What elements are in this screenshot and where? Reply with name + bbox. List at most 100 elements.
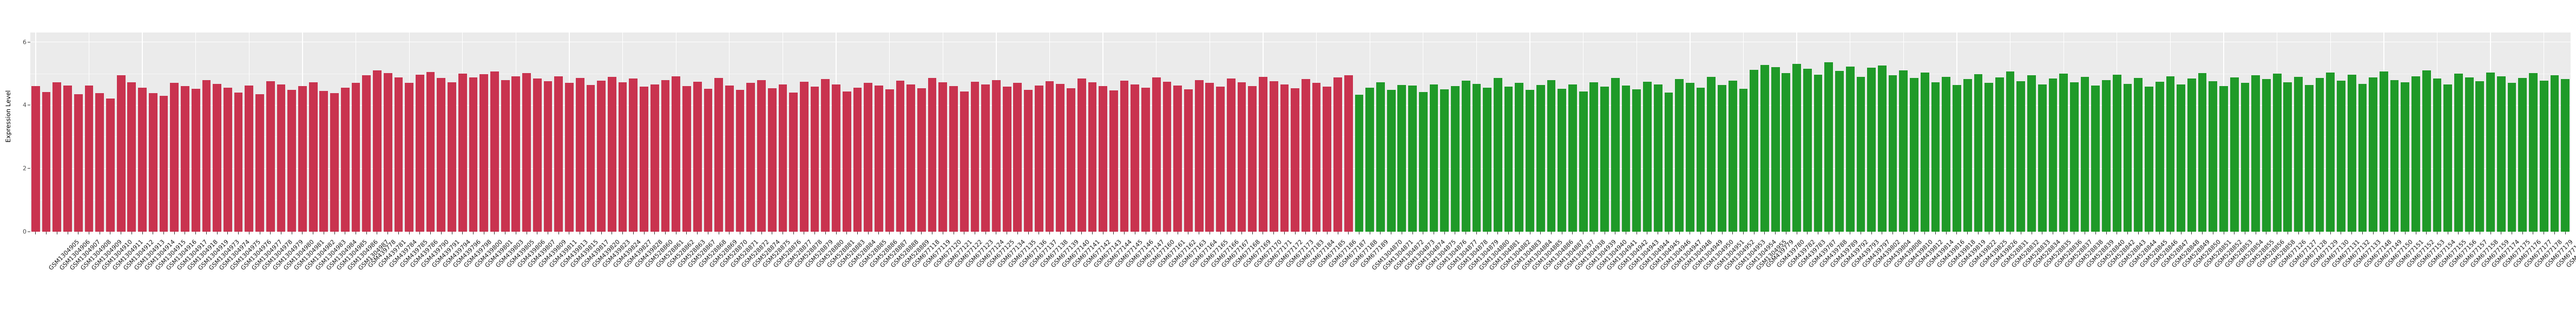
- bar[interactable]: [2315, 78, 2324, 232]
- bar[interactable]: [415, 75, 424, 232]
- bar[interactable]: [95, 93, 104, 232]
- bar[interactable]: [2304, 84, 2314, 232]
- bar[interactable]: [2507, 83, 2516, 232]
- bar[interactable]: [597, 80, 606, 232]
- bar[interactable]: [1493, 78, 1502, 232]
- bar[interactable]: [2347, 75, 2356, 232]
- bar[interactable]: [1856, 76, 1865, 232]
- bar[interactable]: [832, 84, 840, 232]
- bar[interactable]: [1589, 82, 1599, 232]
- bar[interactable]: [778, 84, 787, 232]
- bar[interactable]: [533, 78, 542, 232]
- bar[interactable]: [213, 83, 222, 232]
- bar[interactable]: [2337, 80, 2345, 232]
- bar[interactable]: [1259, 76, 1267, 232]
- bar[interactable]: [2272, 73, 2282, 232]
- bar[interactable]: [1910, 78, 1918, 232]
- bar[interactable]: [2283, 82, 2292, 232]
- bar[interactable]: [2027, 75, 2036, 232]
- bar[interactable]: [2390, 80, 2399, 232]
- bar[interactable]: [1323, 87, 1332, 232]
- bar[interactable]: [2134, 78, 2143, 232]
- bar[interactable]: [554, 76, 563, 232]
- bar[interactable]: [885, 89, 894, 232]
- bar[interactable]: [2529, 73, 2538, 232]
- bar[interactable]: [1675, 79, 1684, 232]
- bar[interactable]: [1002, 87, 1011, 232]
- bar[interactable]: [1333, 77, 1342, 232]
- bar[interactable]: [821, 79, 830, 232]
- bar[interactable]: [1942, 76, 1951, 232]
- bar[interactable]: [1526, 90, 1534, 232]
- bar[interactable]: [981, 84, 990, 232]
- bar[interactable]: [1739, 88, 1748, 232]
- bar[interactable]: [714, 78, 723, 232]
- bar[interactable]: [2401, 82, 2410, 232]
- bar[interactable]: [2016, 81, 2026, 232]
- bar[interactable]: [960, 91, 969, 232]
- bar[interactable]: [181, 86, 189, 232]
- bar[interactable]: [223, 88, 232, 232]
- bar[interactable]: [1056, 83, 1065, 232]
- bar[interactable]: [864, 83, 873, 232]
- bar[interactable]: [629, 78, 638, 232]
- bar[interactable]: [234, 92, 243, 232]
- bar[interactable]: [1483, 87, 1492, 232]
- bar[interactable]: [148, 93, 157, 232]
- bar[interactable]: [2112, 75, 2121, 232]
- bar[interactable]: [1963, 79, 1972, 232]
- bar[interactable]: [2486, 72, 2495, 232]
- bar[interactable]: [1974, 74, 1983, 232]
- bar[interactable]: [1845, 67, 1855, 232]
- bar[interactable]: [2038, 84, 2047, 232]
- bar[interactable]: [2006, 71, 2015, 232]
- bar[interactable]: [383, 73, 392, 232]
- bar[interactable]: [1162, 82, 1172, 232]
- bar[interactable]: [1750, 69, 1759, 232]
- bar[interactable]: [1013, 83, 1022, 232]
- bar[interactable]: [1824, 62, 1834, 232]
- bar[interactable]: [1237, 82, 1246, 232]
- bar[interactable]: [1280, 84, 1289, 232]
- bar[interactable]: [2433, 78, 2442, 232]
- bar[interactable]: [1205, 83, 1214, 232]
- bar[interactable]: [2454, 73, 2463, 232]
- bar[interactable]: [949, 86, 958, 232]
- bar[interactable]: [308, 82, 318, 232]
- bar[interactable]: [1920, 72, 1929, 232]
- bar[interactable]: [1664, 92, 1673, 232]
- bar[interactable]: [543, 81, 553, 232]
- bar[interactable]: [245, 86, 254, 232]
- bar[interactable]: [800, 82, 809, 232]
- bar[interactable]: [2475, 81, 2485, 232]
- bar[interactable]: [2369, 77, 2377, 232]
- bar[interactable]: [928, 78, 937, 232]
- bar[interactable]: [448, 82, 456, 232]
- bar[interactable]: [1813, 75, 1823, 232]
- bar[interactable]: [1365, 87, 1375, 232]
- bar[interactable]: [1792, 64, 1801, 232]
- bar[interactable]: [586, 84, 595, 232]
- bar[interactable]: [1077, 78, 1086, 232]
- bar[interactable]: [1408, 86, 1417, 232]
- bar[interactable]: [2080, 76, 2089, 232]
- bar[interactable]: [767, 88, 777, 232]
- bar[interactable]: [1899, 70, 1908, 232]
- bar[interactable]: [255, 94, 264, 232]
- bar[interactable]: [469, 77, 478, 232]
- bar[interactable]: [1440, 89, 1449, 232]
- bar[interactable]: [394, 77, 403, 232]
- bar[interactable]: [170, 82, 179, 232]
- bar[interactable]: [287, 90, 297, 232]
- bar[interactable]: [330, 93, 339, 232]
- bar[interactable]: [42, 91, 51, 232]
- bar[interactable]: [479, 74, 489, 232]
- bar[interactable]: [2326, 72, 2335, 232]
- bar[interactable]: [896, 80, 905, 232]
- bar[interactable]: [405, 83, 414, 232]
- bar[interactable]: [2091, 86, 2100, 232]
- bar[interactable]: [106, 98, 115, 232]
- bar[interactable]: [116, 75, 126, 232]
- bar[interactable]: [2177, 84, 2185, 232]
- bar[interactable]: [2070, 82, 2079, 232]
